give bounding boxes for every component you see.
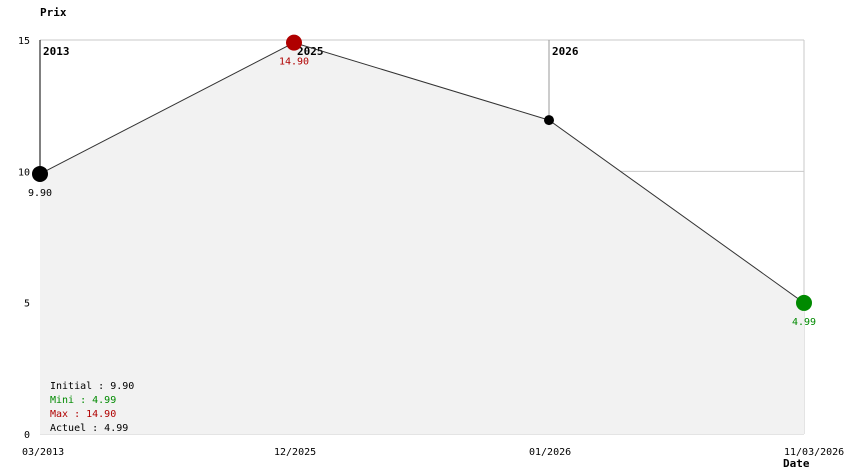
area-fill <box>40 42 804 434</box>
data-label: 9.90 <box>28 188 52 199</box>
y-tick-label: 0 <box>24 430 30 441</box>
x-tick-label: 12/2025 <box>274 447 316 458</box>
x-tick-label: 01/2026 <box>529 447 571 458</box>
year-marker-label: 2026 <box>552 45 579 58</box>
legend-actuel: Actuel : 4.99 <box>50 423 128 434</box>
y-tick-label: 5 <box>24 299 30 310</box>
x-tick-label: 03/2013 <box>22 447 64 458</box>
data-label: 14.90 <box>279 57 309 68</box>
legend-max: Max : 14.90 <box>50 409 116 420</box>
data-point <box>544 115 554 126</box>
x-tick-label: 11/03/2026 <box>784 447 844 458</box>
legend-initial: Initial : 9.90 <box>50 381 134 392</box>
y-axis-label: Prix <box>40 6 67 19</box>
data-point <box>32 165 48 182</box>
data-label: 4.99 <box>792 317 816 328</box>
year-marker-label: 2025 <box>297 45 324 58</box>
data-point <box>796 294 812 311</box>
x-axis-label: Date <box>783 457 810 470</box>
legend-mini: Mini : 4.99 <box>50 395 116 406</box>
y-tick-label: 15 <box>18 36 30 47</box>
price-line <box>39 42 805 304</box>
year-marker-label: 2013 <box>43 45 70 58</box>
data-point <box>286 34 302 51</box>
y-tick-label: 10 <box>18 167 30 178</box>
